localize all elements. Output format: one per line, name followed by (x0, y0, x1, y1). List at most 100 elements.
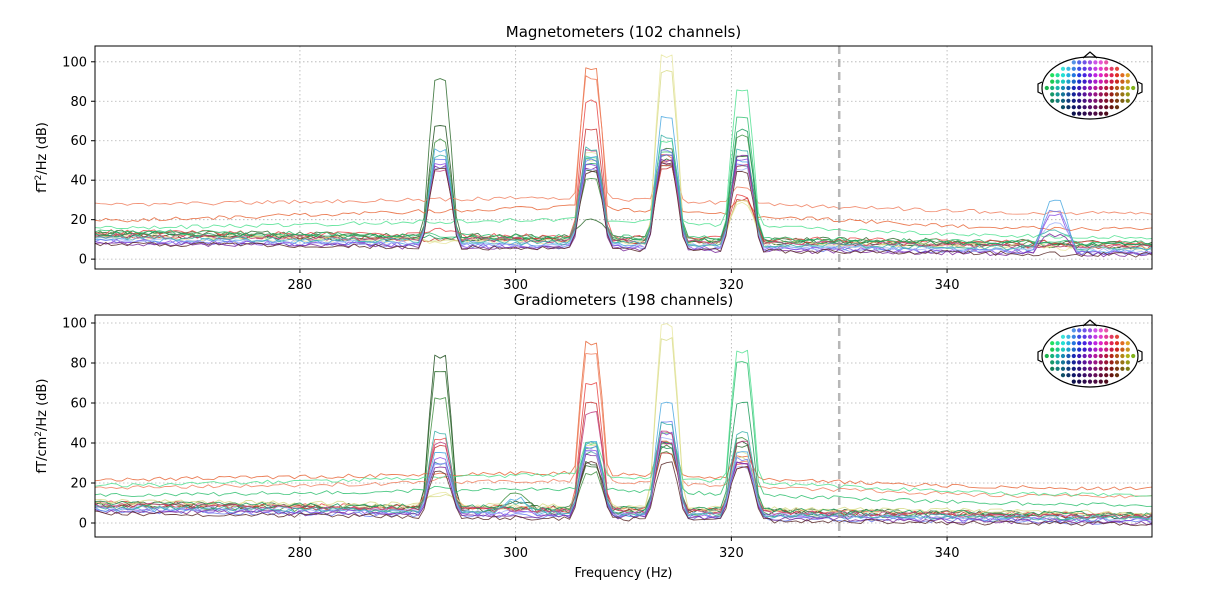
y-tick-label: 100 (62, 55, 87, 70)
sensor-dot (1098, 360, 1103, 365)
sensor-dot (1082, 379, 1087, 384)
sensor-dot (1114, 92, 1120, 97)
sensor-dot (1060, 347, 1066, 352)
channel-trace (94, 99, 1153, 246)
gradiometers-y-ticks: 0 20 40 60 80 100 (62, 317, 95, 532)
channel-trace (94, 89, 1153, 240)
sensor-dot (1093, 373, 1098, 378)
channel-trace (94, 54, 1153, 251)
sensor-dot (1087, 334, 1093, 339)
sensor-dot (1082, 73, 1087, 78)
sensor-dot (1125, 366, 1130, 371)
sensor-dot (1066, 373, 1071, 378)
sensor-dot (1082, 341, 1087, 346)
sensor-dot (1066, 105, 1071, 110)
sensor-dot (1087, 92, 1093, 97)
sensor-dot (1098, 79, 1103, 84)
sensor-dot (1071, 328, 1076, 333)
channel-trace (94, 411, 1153, 520)
sensor-dot (1044, 353, 1049, 359)
y-tick-label: 0 (79, 517, 87, 532)
sensor-dot (1114, 66, 1120, 71)
sensor-dot (1087, 373, 1093, 378)
channel-trace (94, 162, 1153, 258)
sensor-dot (1082, 79, 1087, 84)
sensor-dot (1082, 360, 1087, 365)
sensor-dot (1060, 92, 1066, 97)
sensor-dot (1098, 328, 1103, 333)
sensor-dot (1109, 105, 1114, 110)
channel-trace (94, 67, 1153, 232)
magnetometers-axes-frame (94, 45, 1153, 270)
sensor-dot (1098, 341, 1103, 346)
sensor-dot (1066, 366, 1071, 371)
sensor-dot (1055, 79, 1060, 84)
sensor-dot (1104, 328, 1109, 333)
sensor-dot (1125, 347, 1130, 352)
sensor-dot (1050, 366, 1055, 371)
sensor-dot (1120, 366, 1125, 371)
sensor-dot (1104, 85, 1109, 91)
sensor-dot (1071, 373, 1076, 378)
channel-trace (94, 78, 1153, 246)
x-tick-label: 320 (719, 278, 744, 293)
sensor-dot (1093, 98, 1098, 103)
channel-trace (94, 361, 1153, 507)
sensor-dot (1120, 92, 1125, 97)
sensor-dot (1125, 98, 1130, 103)
sensor-dot (1098, 98, 1103, 103)
sensor-dot (1131, 353, 1136, 359)
sensor-dot (1093, 79, 1098, 84)
sensor-dot (1109, 98, 1114, 103)
sensor-dot (1114, 334, 1120, 339)
sensor-dot (1060, 353, 1066, 359)
sensor-dot (1071, 360, 1076, 365)
sensor-dot (1055, 92, 1060, 97)
sensor-dot (1114, 360, 1120, 365)
sensor-dot (1104, 373, 1109, 378)
sensor-dot (1104, 111, 1109, 116)
sensor-dot (1050, 353, 1055, 359)
sensor-dot (1055, 341, 1060, 346)
sensor-dot (1082, 373, 1087, 378)
sensor-dot (1114, 347, 1120, 352)
sensor-dot (1114, 73, 1120, 78)
sensor-dot (1098, 66, 1103, 71)
channel-trace (94, 431, 1153, 524)
sensor-dot (1082, 66, 1087, 71)
sensor-dot (1050, 85, 1055, 91)
sensor-dot (1050, 347, 1055, 352)
x-tick-label: 320 (719, 546, 744, 561)
sensor-dot (1104, 341, 1109, 346)
sensor-dot (1055, 85, 1060, 91)
x-tick-label: 280 (288, 278, 313, 293)
right-ear-outline (1137, 349, 1143, 363)
sensor-dot (1066, 347, 1071, 352)
sensor-dot (1060, 79, 1066, 84)
sensor-dot (1071, 366, 1076, 371)
sensor-dot (1114, 373, 1120, 378)
sensor-dot (1082, 98, 1087, 103)
y-tick-label: 60 (70, 397, 87, 412)
y-tick-label: 20 (70, 477, 87, 492)
y-tick-label: 60 (70, 134, 87, 149)
sensor-dot (1082, 353, 1087, 359)
sensor-dot (1071, 111, 1076, 116)
magnetometers-y-axis-label: fT2/Hz (dB) (34, 122, 50, 193)
sensor-dot (1087, 328, 1093, 333)
sensor-dot (1077, 105, 1082, 110)
channel-trace (94, 349, 1153, 498)
sensor-dot (1104, 98, 1109, 103)
sensor-dot (1077, 79, 1082, 84)
sensor-dot (1087, 360, 1093, 365)
sensor-dot (1082, 334, 1087, 339)
sensor-dot (1060, 98, 1066, 103)
sensor-dot (1093, 360, 1098, 365)
sensor-dot (1077, 92, 1082, 97)
sensor-dot (1066, 79, 1071, 84)
sensor-dot (1125, 341, 1130, 346)
sensor-dot (1087, 85, 1093, 91)
sensor-dot (1077, 366, 1082, 371)
sensor-dot (1066, 92, 1071, 97)
sensor-dot (1098, 373, 1103, 378)
